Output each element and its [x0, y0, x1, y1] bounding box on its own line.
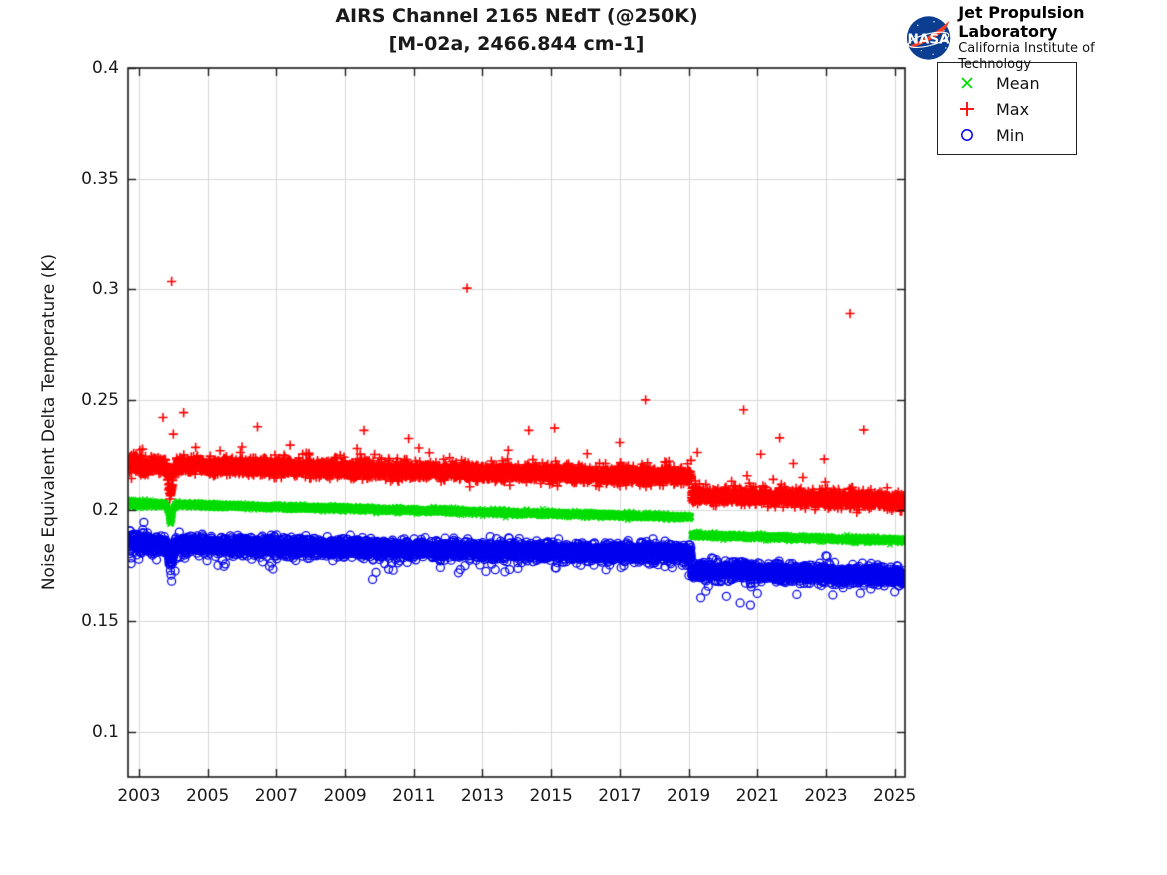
legend-item-max: Max [938, 96, 1076, 122]
y-tick-label: 0.25 [81, 389, 119, 410]
y-tick-label: 0.2 [91, 500, 119, 521]
x-tick-label: 2009 [323, 786, 367, 806]
y-tick-label: 0.4 [91, 58, 119, 78]
jpl-org-subtitle: California Institute of Technology [958, 41, 1095, 72]
x-tick-label: 2015 [529, 786, 573, 806]
x-tick-label: 2023 [804, 786, 848, 806]
y-tick-label: 0.3 [91, 279, 119, 300]
x-tick-label: 2011 [392, 786, 436, 806]
x-marker-icon [938, 74, 996, 92]
legend-label-mean: Mean [996, 73, 1040, 93]
circle-marker-icon [938, 126, 996, 144]
y-tick-label: 0.1 [91, 721, 119, 742]
x-tick-label: 2025 [873, 786, 917, 806]
x-tick-label: 2019 [666, 786, 711, 806]
x-tick-label: 2007 [254, 786, 299, 806]
legend-item-mean: Mean [938, 70, 1076, 96]
legend-label-max: Max [996, 99, 1030, 119]
jpl-org-name: Jet Propulsion Laboratory [958, 3, 1085, 41]
y-axis-label: Noise Equivalent Delta Temperature (K) [39, 253, 59, 591]
y-tick-label: 0.35 [81, 168, 119, 189]
x-tick-label: 2003 [117, 786, 161, 806]
x-tick-label: 2013 [460, 786, 505, 806]
legend-label-min: Min [996, 125, 1025, 145]
jpl-logo-text: Jet Propulsion Laboratory California Ins… [958, 3, 1167, 73]
x-tick-label: 2005 [186, 786, 230, 806]
plus-marker-icon [938, 100, 996, 118]
legend-box: Mean Max Min [937, 62, 1077, 155]
y-tick-label: 0.15 [81, 611, 119, 632]
x-tick-label: 2017 [598, 786, 642, 806]
svg-text:NASA: NASA [908, 31, 951, 47]
chart-title-line1: AIRS Channel 2165 NEdT (@250K) [335, 5, 698, 27]
chart-title-line2: [M-02a, 2466.844 cm-1] [388, 33, 645, 55]
x-tick-label: 2021 [735, 786, 779, 806]
nasa-logo-icon: NASA [906, 16, 951, 60]
chart-title: AIRS Channel 2165 NEdT (@250K) [M-02a, 2… [128, 2, 905, 58]
legend-item-min: Min [938, 122, 1076, 148]
jpl-logo-block: NASA Jet Propulsion Laboratory Californi… [906, 3, 1167, 73]
